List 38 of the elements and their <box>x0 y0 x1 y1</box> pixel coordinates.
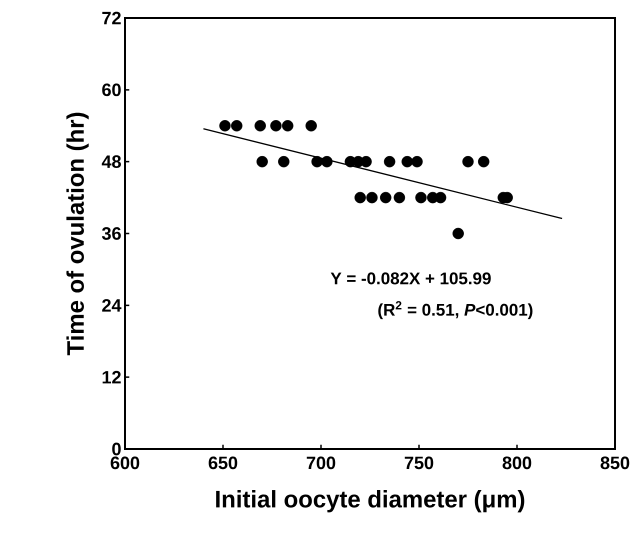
annotation: Y = -0.082X + 105.99 <box>330 272 491 284</box>
point <box>278 156 290 168</box>
point <box>256 156 268 168</box>
point <box>380 192 392 204</box>
x-axis-title: Initial oocyte diameter (μm) <box>216 490 524 512</box>
y-tick-label: 60 <box>102 83 121 96</box>
x-tick-label: 800 <box>502 456 532 470</box>
y-tick-label: 48 <box>102 155 121 168</box>
point <box>384 156 396 168</box>
y-tick-label: 72 <box>102 12 121 24</box>
point <box>452 228 464 240</box>
x-tick-label: 750 <box>404 456 434 470</box>
y-tick-label: 36 <box>102 227 121 240</box>
point <box>354 192 366 204</box>
x-tick-label: 700 <box>306 456 336 470</box>
point <box>462 156 474 168</box>
point <box>366 192 378 204</box>
point <box>402 156 413 168</box>
point <box>231 120 242 132</box>
x-tick-label: 850 <box>600 456 630 470</box>
point <box>254 120 266 132</box>
y-tick-label: 0 <box>112 442 121 456</box>
point <box>394 192 406 204</box>
point <box>478 156 490 168</box>
point <box>306 120 317 132</box>
point <box>282 120 294 132</box>
x-tick-label: 600 <box>110 456 140 470</box>
point <box>321 156 333 168</box>
point <box>219 120 231 132</box>
point <box>270 120 282 132</box>
y-tick-label: 12 <box>102 370 121 384</box>
point <box>311 156 323 168</box>
y-tick-label: 24 <box>102 299 122 312</box>
point <box>415 192 427 204</box>
x-tick-label: 650 <box>208 456 238 470</box>
annotation: (R$^{2}$ = 0.51, P<0.001) <box>378 301 532 320</box>
point <box>411 156 423 168</box>
y-axis-title: Time of ovulation (hr) <box>66 112 89 356</box>
